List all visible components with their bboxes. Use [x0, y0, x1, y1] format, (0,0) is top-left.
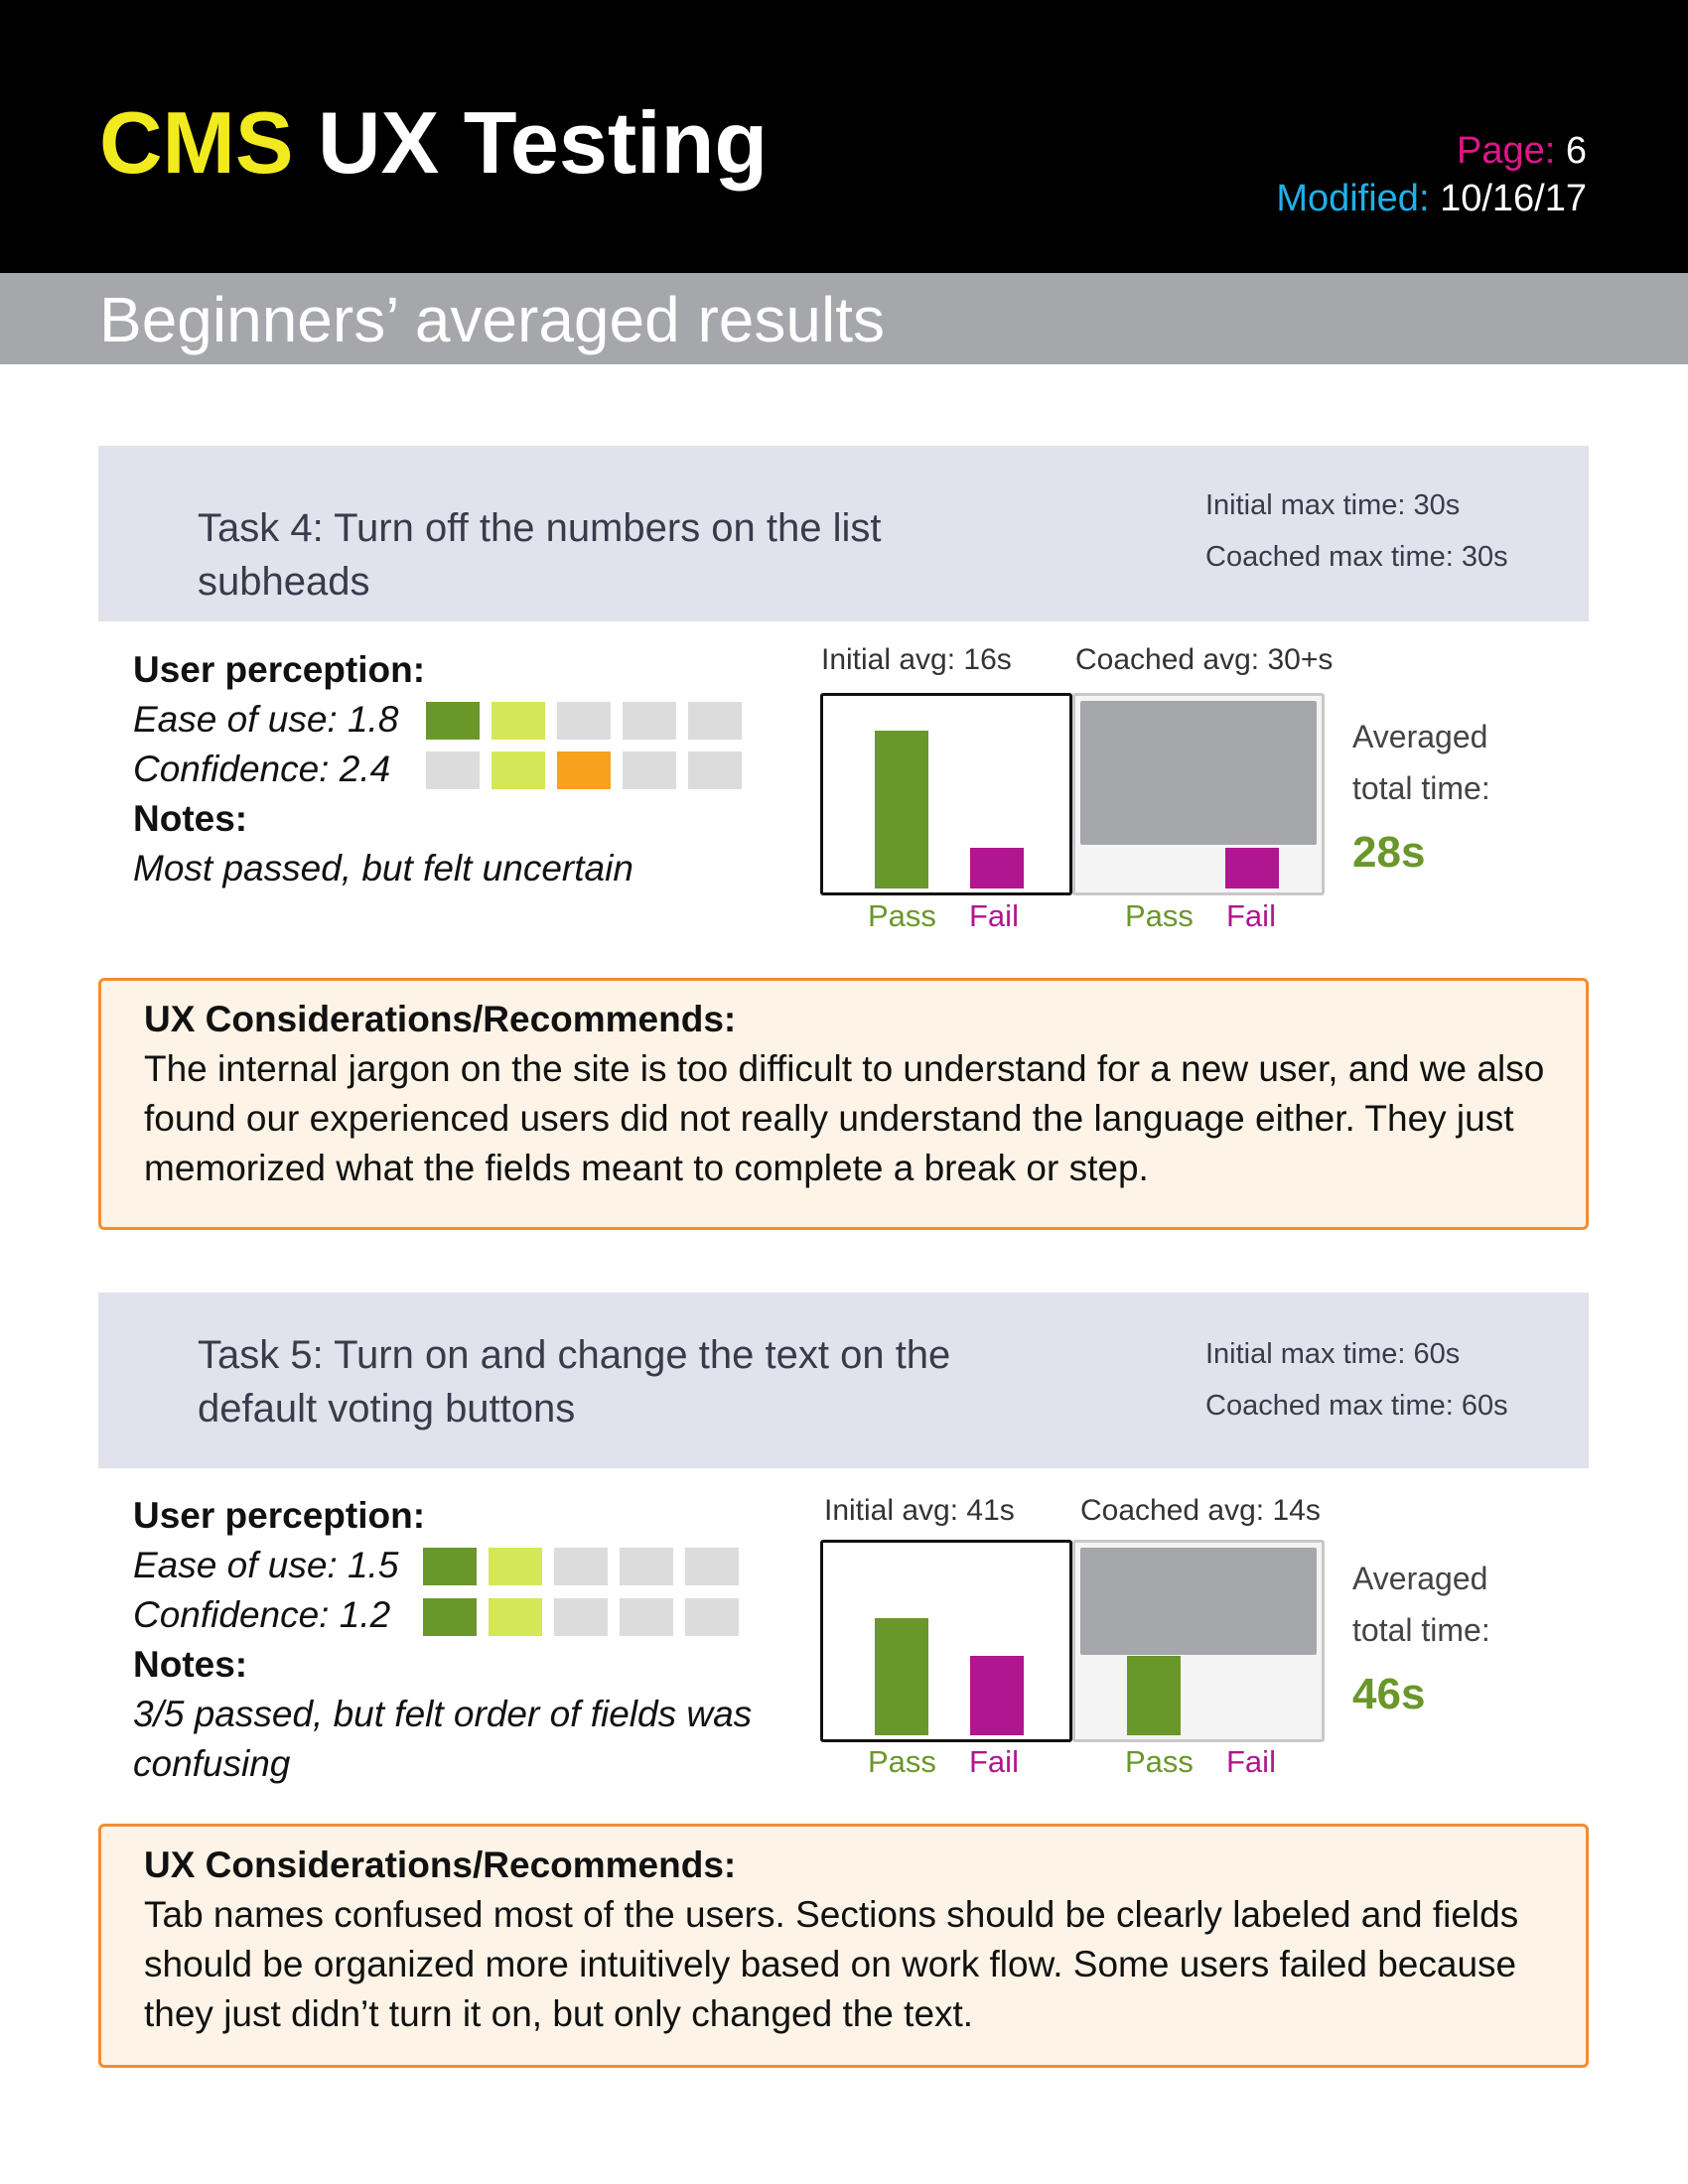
pass-axis-label: Pass	[1125, 1744, 1194, 1779]
coached-chart	[1072, 693, 1325, 895]
averaged-total-label: Averaged total time:	[1352, 711, 1490, 814]
rating-square	[620, 1548, 673, 1585]
rating-square	[423, 1548, 477, 1585]
initial-chart	[820, 693, 1072, 895]
ux-content: UX Considerations/Recommends: Tab names …	[144, 1841, 1554, 2039]
fail-bar	[970, 848, 1024, 888]
rating-square	[423, 1598, 477, 1636]
perception-header: User perception:	[133, 1495, 426, 1536]
averaged-label-line: Averaged	[1352, 719, 1488, 754]
brand-name: CMS	[99, 93, 294, 192]
rating-square	[688, 702, 742, 740]
page-label: Page:	[1456, 130, 1556, 172]
fail-bar	[970, 1656, 1024, 1735]
fail-axis-label: Fail	[969, 1744, 1019, 1779]
fail-bar	[1225, 848, 1279, 888]
modified-label: Modified:	[1276, 178, 1430, 219]
pass-bar	[1127, 1656, 1181, 1735]
coached-max-time: Coached max time: 60s	[1205, 1390, 1508, 1422]
task-banner: Task 5: Turn on and change the text on t…	[98, 1293, 1589, 1468]
initial-avg-label: Initial avg: 41s	[824, 1494, 1015, 1527]
fail-axis-label: Fail	[1226, 1744, 1276, 1779]
ease-of-use-label: Ease of use: 1.8	[133, 699, 399, 740]
pass-axis-label: Pass	[868, 1744, 936, 1779]
document-title: CMS UX Testing	[99, 99, 768, 187]
ease-of-use-rating	[423, 1548, 739, 1585]
ux-recommendations: UX Considerations/Recommends: The intern…	[98, 978, 1589, 1230]
confidence-rating	[423, 1598, 739, 1636]
ux-content: UX Considerations/Recommends: The intern…	[144, 995, 1554, 1193]
rating-square	[557, 702, 611, 740]
modified-date: Modified: 10/16/17	[1276, 175, 1587, 222]
task-title: Task 5: Turn on and change the text on t…	[198, 1333, 951, 1431]
rating-square	[557, 751, 611, 789]
page-value: 6	[1565, 130, 1587, 172]
subtitle-bar	[0, 273, 1688, 364]
user-perception: User perception: Ease of use: 1.8 Confid…	[133, 645, 808, 893]
pass-bar	[875, 731, 928, 888]
pass-bar	[875, 1618, 928, 1735]
ease-of-use-rating	[426, 702, 742, 740]
user-perception: User perception: Ease of use: 1.5 Confid…	[133, 1491, 808, 1789]
rating-square	[489, 1548, 542, 1585]
averaged-label-line: Averaged	[1352, 1561, 1488, 1596]
notes-text: 3/5 passed, but felt order of fields was…	[133, 1694, 753, 1784]
averaged-total-value: 46s	[1352, 1670, 1426, 1718]
task-title: Task 4: Turn off the numbers on the list…	[198, 506, 882, 604]
rating-square	[623, 702, 676, 740]
page-subtitle: Beginners’ averaged results	[99, 284, 885, 355]
rating-square	[426, 751, 480, 789]
coached-chart	[1072, 1540, 1325, 1742]
rating-square	[426, 702, 480, 740]
coached-shaded-area	[1080, 701, 1317, 845]
confidence-label: Confidence: 1.2	[133, 1594, 391, 1635]
ease-of-use-label: Ease of use: 1.5	[133, 1545, 399, 1585]
coached-avg-label: Coached avg: 30+s	[1075, 643, 1334, 676]
averaged-total-label: Averaged total time:	[1352, 1553, 1490, 1656]
fail-axis-label: Fail	[969, 898, 1019, 933]
pass-axis-label: Pass	[1125, 898, 1194, 933]
rating-square	[492, 702, 545, 740]
coached-avg-label: Coached avg: 14s	[1080, 1494, 1321, 1527]
notes-header: Notes:	[133, 798, 248, 839]
initial-chart	[820, 1540, 1072, 1742]
task-banner: Task 4: Turn off the numbers on the list…	[98, 446, 1589, 621]
rating-square	[623, 751, 676, 789]
rating-square	[620, 1598, 673, 1636]
confidence-label: Confidence: 2.4	[133, 749, 391, 789]
fail-axis-label: Fail	[1226, 898, 1276, 933]
ux-text: Tab names confused most of the users. Se…	[144, 1894, 1519, 2034]
rating-square	[685, 1548, 739, 1585]
modified-value: 10/16/17	[1440, 178, 1587, 219]
coached-shaded-area	[1080, 1548, 1317, 1655]
notes-text: Most passed, but felt uncertain	[133, 848, 633, 888]
rating-square	[688, 751, 742, 789]
pass-axis-label: Pass	[868, 898, 936, 933]
task-max-times: Initial max time: 30s Coached max time: …	[1205, 479, 1508, 583]
page-meta: Page: 6 Modified: 10/16/17	[1276, 127, 1587, 222]
total-time-label-line: total time:	[1352, 770, 1490, 806]
initial-max-time: Initial max time: 60s	[1205, 1338, 1461, 1370]
confidence-rating	[426, 751, 742, 789]
initial-max-time: Initial max time: 30s	[1205, 489, 1461, 521]
notes-header: Notes:	[133, 1644, 248, 1685]
coached-max-time: Coached max time: 30s	[1205, 541, 1508, 573]
page-number: Page: 6	[1276, 127, 1587, 175]
rating-square	[554, 1598, 608, 1636]
rating-square	[489, 1598, 542, 1636]
total-time-label-line: total time:	[1352, 1612, 1490, 1648]
rating-square	[492, 751, 545, 789]
title-text: UX Testing	[318, 93, 769, 192]
initial-avg-label: Initial avg: 16s	[821, 643, 1012, 676]
averaged-total-value: 28s	[1352, 828, 1426, 877]
ux-text: The internal jargon on the site is too d…	[144, 1048, 1545, 1188]
ux-header: UX Considerations/Recommends:	[144, 1844, 737, 1885]
rating-square	[685, 1598, 739, 1636]
header-bar	[0, 0, 1688, 273]
task-max-times: Initial max time: 60s Coached max time: …	[1205, 1328, 1508, 1432]
rating-square	[554, 1548, 608, 1585]
ux-recommendations: UX Considerations/Recommends: Tab names …	[98, 1824, 1589, 2068]
perception-header: User perception:	[133, 649, 426, 690]
ux-header: UX Considerations/Recommends:	[144, 999, 737, 1039]
